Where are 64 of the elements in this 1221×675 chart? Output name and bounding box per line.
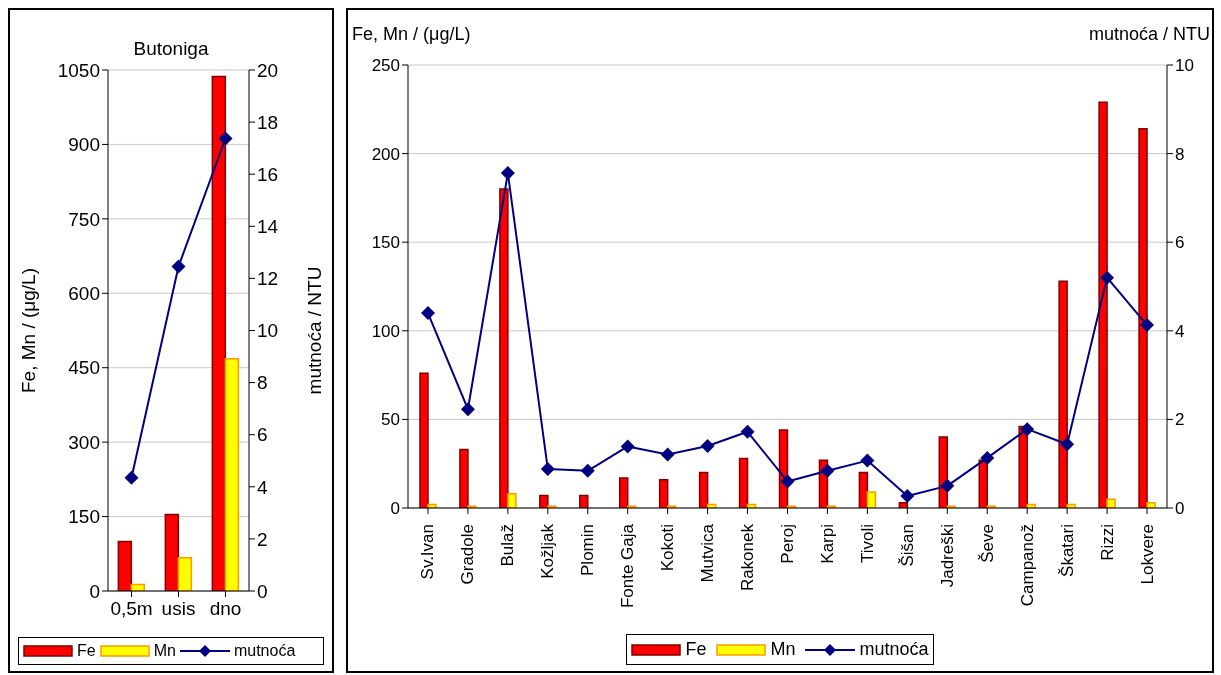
x-tick-label: Fonte Gaja	[618, 523, 638, 609]
legend-label: mutnoća	[233, 642, 296, 660]
y2-tick-label: 4	[257, 476, 268, 498]
y2-tick-label: 4	[1175, 321, 1185, 341]
y-tick-label: 250	[371, 56, 400, 76]
x-tick-label: Škatari	[1057, 524, 1077, 577]
legend-label: Fe	[685, 639, 707, 660]
y2-tick-label: 8	[257, 372, 268, 394]
y-tick-label: 450	[68, 357, 100, 379]
y2-tick-label: 12	[257, 268, 279, 290]
y2-tick-label: 2	[257, 528, 268, 550]
x-tick-label: dno	[209, 598, 242, 619]
y2-axis-title: mutnoća / NTU	[303, 266, 325, 395]
x-tick-label: Lokvere	[1137, 524, 1157, 585]
y2-tick-label: 14	[257, 216, 279, 238]
x-tick-label: Rakonek	[738, 523, 758, 592]
y-tick-label: 0	[390, 499, 400, 519]
x-tick-label: Ševe	[977, 524, 997, 563]
y-tick-label: 600	[68, 283, 100, 305]
x-tick-label: Karpi	[817, 524, 837, 564]
y-tick-label: 0	[89, 580, 100, 602]
y2-tick-label: 10	[257, 320, 279, 342]
y2-tick-label: 6	[257, 424, 268, 446]
x-tick-label: Šišan	[897, 524, 917, 567]
y2-tick-label: 8	[1175, 144, 1185, 164]
x-tick-label: Mutvica	[698, 523, 718, 583]
x-tick-label: Kožljak	[538, 523, 558, 579]
y2-axis-title: mutnoća / NTU	[1088, 24, 1210, 45]
y-tick-label: 900	[68, 134, 100, 156]
x-tick-label: Campanož	[1017, 524, 1037, 607]
y-tick-label: 1050	[57, 59, 100, 81]
y-tick-label: 300	[68, 431, 100, 453]
y2-tick-label: 18	[257, 111, 279, 133]
legend-label: mutnoća	[859, 639, 929, 660]
y2-tick-label: 20	[257, 59, 279, 81]
y-tick-label: 750	[68, 208, 100, 230]
y-tick-label: 150	[371, 233, 400, 253]
y-tick-label: 100	[371, 321, 400, 341]
y2-tick-label: 16	[257, 163, 279, 185]
chart-title: Butoniga	[132, 38, 210, 60]
y2-tick-label: 2	[1175, 410, 1185, 430]
legend-label: Mn	[770, 639, 796, 660]
y-tick-label: 50	[381, 410, 400, 430]
y2-tick-label: 10	[1175, 56, 1194, 76]
x-tick-label: usis	[161, 598, 196, 619]
legend-label: Fe	[77, 642, 96, 660]
y-axis-title: Fe, Mn / (μg/L)	[352, 24, 471, 45]
y-tick-label: 150	[68, 506, 100, 528]
x-tick-label: Sv.Ivan	[418, 524, 438, 580]
y-tick-label: 200	[371, 144, 400, 164]
x-tick-label: Gradole	[458, 524, 478, 585]
x-tick-label: Plomin	[578, 524, 598, 576]
x-tick-label: Jadreški	[937, 524, 957, 588]
legend-label: Mn	[153, 642, 176, 660]
y-axis-title: Fe, Mn / (μg/L)	[17, 268, 39, 393]
y2-tick-label: 6	[1175, 233, 1185, 253]
x-tick-label: Kokoti	[658, 524, 678, 572]
x-tick-label: Bulaž	[498, 524, 518, 567]
y2-tick-label: 0	[1175, 499, 1185, 519]
x-tick-label: Rizzi	[1097, 524, 1117, 561]
x-tick-label: Tivoli	[857, 524, 877, 564]
x-tick-label: Peroj	[778, 524, 797, 564]
y2-tick-label: 0	[257, 580, 268, 602]
x-tick-label: 0,5m	[110, 598, 153, 619]
